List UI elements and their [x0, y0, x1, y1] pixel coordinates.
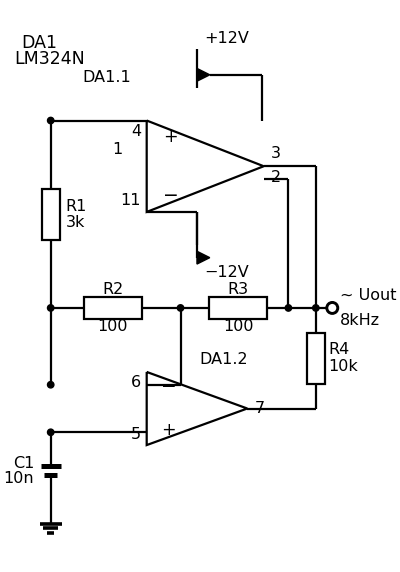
Circle shape	[313, 305, 319, 311]
Text: R1: R1	[65, 198, 87, 213]
Text: DA1: DA1	[22, 34, 58, 52]
Text: LM324N: LM324N	[14, 50, 85, 68]
Text: 3k: 3k	[65, 215, 85, 230]
Text: −: −	[161, 377, 176, 396]
Text: 3: 3	[271, 146, 281, 161]
Circle shape	[48, 382, 54, 388]
Text: R4: R4	[329, 343, 350, 358]
Bar	[209, 297, 267, 319]
Circle shape	[177, 305, 184, 311]
Circle shape	[48, 117, 54, 124]
Text: 1: 1	[113, 142, 123, 157]
Text: +12V: +12V	[204, 31, 249, 46]
Circle shape	[48, 429, 54, 435]
Circle shape	[285, 305, 292, 311]
Bar	[42, 189, 60, 240]
Text: R2: R2	[102, 282, 124, 297]
Text: DA1.1: DA1.1	[83, 70, 132, 85]
Text: C1: C1	[13, 456, 34, 471]
Text: DA1.2: DA1.2	[200, 352, 248, 367]
Bar	[84, 297, 142, 319]
Polygon shape	[197, 69, 210, 81]
Text: 100: 100	[223, 319, 253, 333]
Text: 100: 100	[98, 319, 128, 333]
Text: ~ Uout: ~ Uout	[340, 288, 396, 303]
Polygon shape	[197, 251, 210, 264]
Text: 5: 5	[131, 427, 141, 442]
Text: 8kHz: 8kHz	[340, 313, 380, 328]
Circle shape	[48, 305, 54, 311]
Bar	[307, 333, 325, 384]
Text: 10n: 10n	[4, 471, 34, 486]
Text: 11: 11	[121, 193, 141, 208]
Text: 10k: 10k	[329, 359, 358, 374]
Text: −: −	[162, 186, 178, 205]
Text: +: +	[161, 422, 176, 439]
Text: 2: 2	[271, 170, 281, 185]
Text: −12V: −12V	[204, 265, 249, 280]
Text: 6: 6	[131, 375, 141, 391]
Text: 4: 4	[131, 124, 141, 139]
Text: 7: 7	[254, 401, 265, 416]
Text: +: +	[163, 128, 178, 146]
Text: R3: R3	[228, 282, 249, 297]
